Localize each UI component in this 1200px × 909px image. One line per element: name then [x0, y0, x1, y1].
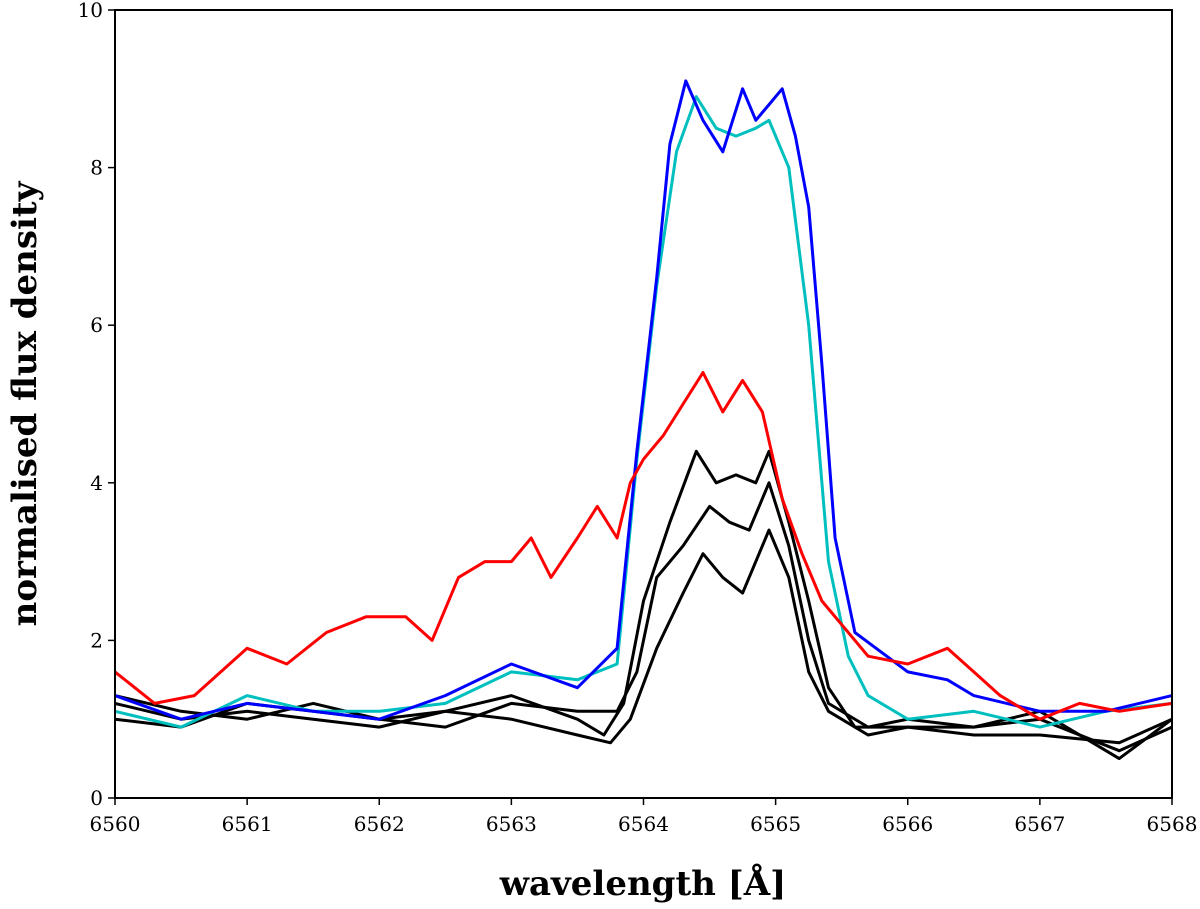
series-line-black-0 [114, 449, 1173, 745]
x-tick-label: 6560 [90, 812, 141, 836]
x-tick-label: 6566 [882, 812, 933, 836]
y-tick-label: 10 [78, 0, 103, 22]
x-tick-label: 6565 [750, 812, 801, 836]
series-layer [114, 79, 1173, 761]
series-line-black-1 [114, 481, 1173, 753]
series-line-cyan-3 [114, 95, 1173, 729]
y-tick-label: 6 [90, 313, 103, 337]
y-tick-label: 8 [90, 156, 103, 180]
x-axis-title: wavelength [Å] [499, 863, 787, 904]
x-tick-label: 6561 [222, 812, 273, 836]
x-tick-label: 6568 [1147, 812, 1198, 836]
x-tick-label: 6563 [486, 812, 537, 836]
y-tick-label: 0 [90, 786, 103, 810]
x-tick-label: 6562 [354, 812, 405, 836]
series-line-blue-4 [114, 79, 1173, 721]
y-tick-label: 4 [90, 471, 103, 495]
series-line-red-5 [114, 371, 1173, 721]
y-tick-label: 2 [90, 628, 103, 652]
x-tick-label: 6564 [618, 812, 669, 836]
ticks-layer: 6560 6561 6562 6563 6564 6565 6566 6567 6568 0 2 4 6… [78, 0, 1198, 836]
x-tick-label: 6567 [1014, 812, 1065, 836]
y-axis-title: normalised flux density [5, 180, 45, 626]
